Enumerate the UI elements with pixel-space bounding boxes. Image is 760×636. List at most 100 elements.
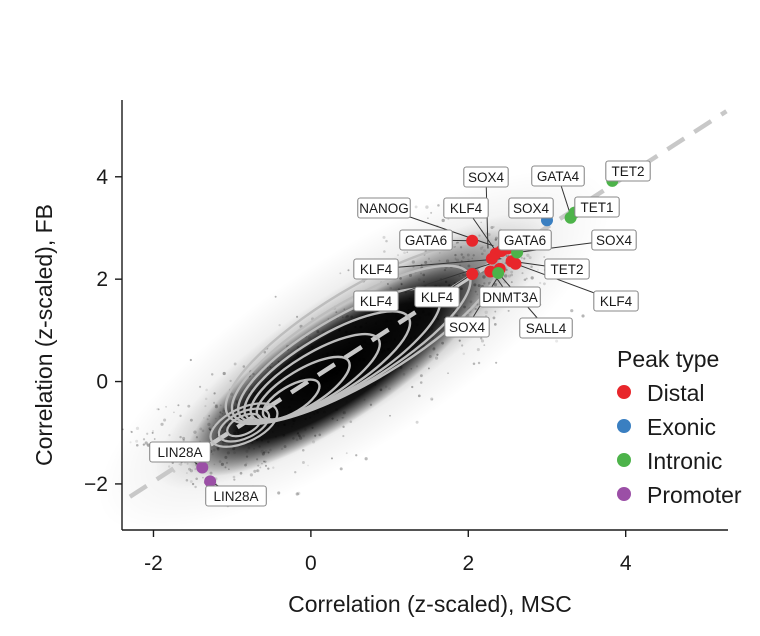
background-point [220, 462, 224, 466]
background-point [274, 423, 277, 426]
background-point [324, 353, 328, 356]
background-point [338, 328, 341, 331]
background-point [249, 385, 254, 390]
background-point [385, 239, 388, 243]
background-point [235, 399, 238, 403]
background-point [299, 375, 303, 379]
background-point [383, 250, 386, 253]
y-tick-label: 0 [96, 371, 108, 394]
background-point [314, 434, 317, 437]
background-point [458, 274, 461, 277]
background-point [385, 340, 388, 343]
background-point [385, 319, 389, 323]
background-point [264, 378, 267, 381]
background-point [542, 282, 546, 286]
contour-line [217, 407, 271, 443]
background-point [229, 379, 232, 382]
gene-label-box: SOX4 [508, 197, 554, 219]
background-point [308, 380, 312, 385]
background-point [249, 473, 253, 477]
gene-label-text: LIN28A [157, 445, 202, 460]
gene-label-text: GATA6 [504, 233, 546, 248]
background-point [427, 312, 431, 317]
background-point [345, 364, 349, 368]
background-point [152, 430, 154, 432]
background-point [495, 361, 498, 364]
background-point [311, 426, 314, 429]
y-tick-label: 2 [96, 268, 108, 291]
background-point [233, 431, 237, 435]
background-point [182, 438, 185, 442]
background-point [288, 410, 292, 414]
gene-label-text: KLF4 [360, 294, 393, 309]
background-point [277, 360, 280, 363]
background-point [525, 277, 528, 280]
background-point [280, 384, 284, 388]
background-point [295, 492, 299, 496]
background-point [418, 341, 421, 344]
background-point [434, 356, 439, 360]
background-point [480, 339, 485, 343]
background-point [267, 451, 270, 454]
background-point [306, 392, 309, 395]
background-point [408, 273, 413, 277]
background-point [296, 315, 299, 318]
background-point [364, 457, 368, 461]
background-point [403, 251, 406, 255]
x-tick-label: 0 [305, 552, 317, 575]
background-point [421, 338, 424, 341]
background-point [156, 407, 159, 411]
background-point [461, 255, 465, 259]
background-point [409, 337, 413, 341]
background-point [146, 432, 149, 435]
y-tick-label: −2 [84, 473, 108, 496]
contour-line [226, 412, 262, 438]
background-point [220, 427, 224, 431]
background-point [253, 447, 255, 450]
background-point [428, 312, 431, 315]
background-point [264, 460, 267, 463]
background-point [300, 376, 303, 379]
legend-marker-promoter [617, 487, 631, 501]
background-point [390, 322, 395, 326]
background-point [144, 441, 148, 445]
background-point [539, 281, 542, 285]
background-point [466, 253, 470, 257]
background-point [303, 398, 305, 401]
background-point [323, 410, 326, 414]
background-point [267, 367, 269, 369]
background-point [425, 205, 429, 209]
background-point [288, 379, 292, 382]
background-point [314, 364, 318, 368]
background-point [350, 331, 353, 334]
background-point [272, 466, 275, 469]
background-point [363, 398, 366, 401]
background-point [283, 424, 286, 427]
background-point [271, 408, 274, 411]
background-point [228, 468, 230, 470]
gene-label-box: KLF4 [443, 197, 489, 219]
background-point [245, 462, 248, 465]
background-point [276, 395, 279, 398]
background-point [458, 339, 461, 342]
background-point [394, 313, 397, 315]
background-point [301, 461, 305, 464]
background-point [349, 420, 353, 424]
background-point [481, 252, 484, 256]
background-point [269, 414, 273, 418]
background-point [344, 330, 348, 334]
background-point [334, 351, 337, 354]
background-point [355, 454, 358, 457]
contour-line [261, 378, 321, 421]
background-point [505, 268, 508, 271]
point-distal [485, 252, 498, 265]
background-point [282, 423, 285, 426]
background-point [312, 440, 316, 444]
background-point [316, 330, 320, 333]
background-point [257, 464, 260, 467]
background-point [393, 337, 396, 340]
background-point [385, 341, 388, 344]
gene-label-text: SOX4 [449, 320, 486, 335]
gene-label-box: DNMT3A [479, 286, 541, 308]
legend-marker-intronic [617, 453, 631, 467]
